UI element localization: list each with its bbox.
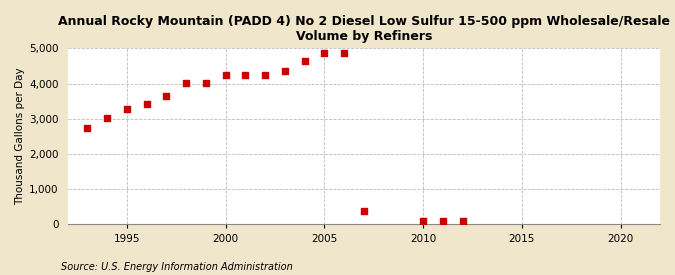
Point — [102, 116, 113, 120]
Point — [319, 51, 330, 55]
Point — [358, 209, 369, 213]
Point — [161, 93, 172, 98]
Point — [122, 107, 132, 111]
Point — [339, 50, 350, 55]
Point — [437, 219, 448, 224]
Point — [260, 73, 271, 77]
Point — [418, 219, 429, 224]
Point — [181, 81, 192, 85]
Title: Annual Rocky Mountain (PADD 4) No 2 Diesel Low Sulfur 15-500 ppm Wholesale/Resal: Annual Rocky Mountain (PADD 4) No 2 Dies… — [58, 15, 670, 43]
Point — [299, 59, 310, 63]
Point — [240, 73, 251, 77]
Point — [279, 68, 290, 73]
Point — [141, 101, 152, 106]
Point — [82, 126, 93, 130]
Point — [200, 81, 211, 85]
Point — [220, 73, 231, 78]
Point — [457, 218, 468, 223]
Y-axis label: Thousand Gallons per Day: Thousand Gallons per Day — [15, 68, 25, 205]
Text: Source: U.S. Energy Information Administration: Source: U.S. Energy Information Administ… — [61, 262, 292, 272]
